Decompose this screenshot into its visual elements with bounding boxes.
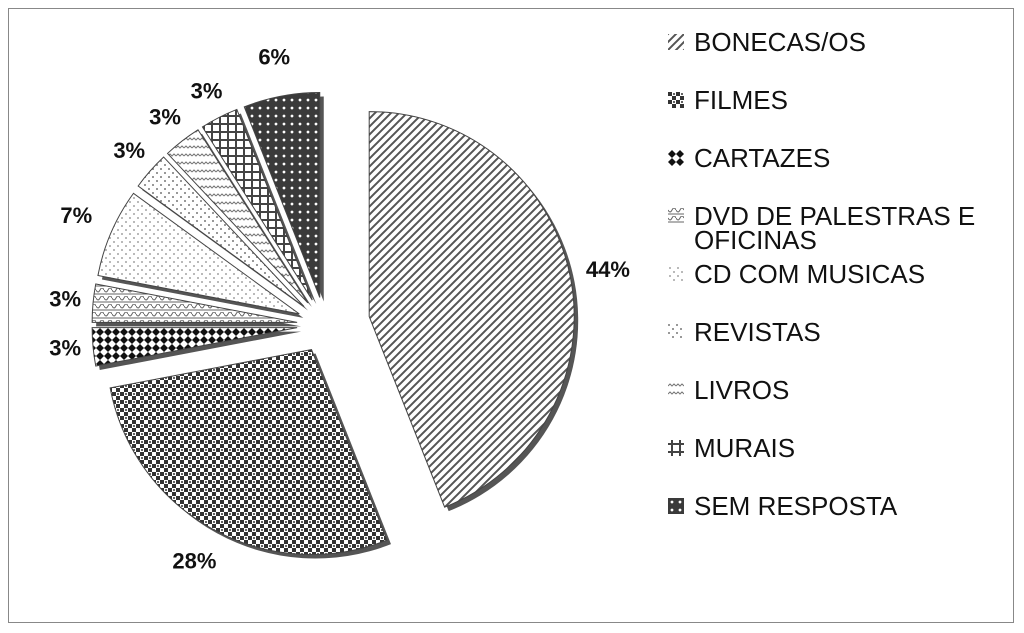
legend-swatch: [668, 208, 684, 224]
slice: [201, 108, 313, 301]
data-label: 3%: [149, 105, 181, 130]
legend-item: SEM RESPOSTA: [668, 491, 998, 552]
legend-swatch: [668, 382, 684, 398]
slice: [97, 192, 300, 315]
legend-label: REVISTAS: [694, 317, 821, 347]
legend-swatch: [668, 440, 684, 456]
legend-swatch: [668, 324, 684, 340]
legend-label: BONECAS/OS: [694, 27, 866, 57]
data-label: 3%: [191, 78, 223, 103]
legend-item: MURAIS: [668, 433, 998, 494]
legend-label: CD COM MUSICAS: [694, 259, 926, 289]
legend-item: DVD DE PALESTRAS E OFICINAS: [668, 201, 998, 262]
legend-item: CD COM MUSICAS: [668, 259, 998, 320]
legend-swatch: [668, 34, 684, 50]
slice: [243, 91, 321, 298]
legend-swatch: [668, 498, 684, 514]
data-label: 3%: [49, 286, 81, 311]
slice: [91, 327, 298, 367]
legend-item: REVISTAS: [668, 317, 998, 378]
legend-item: CARTAZES: [668, 143, 998, 204]
chart-border: [8, 8, 1014, 623]
legend: BONECAS/OS FILMES CARTAZES DVD DE PALESTRAS…: [668, 27, 998, 552]
slice: [109, 348, 388, 555]
legend-swatch: [668, 150, 684, 166]
legend-item: FILMES: [668, 85, 998, 146]
slice: [91, 283, 298, 323]
data-label: 6%: [258, 45, 290, 70]
data-label: 3%: [113, 138, 145, 163]
legend-label: SEM RESPOSTA: [694, 491, 898, 521]
legend-item: LIVROS: [668, 375, 998, 436]
legend-label: DVD DE PALESTRAS E OFICINAS: [694, 201, 976, 255]
legend-swatch: [668, 266, 684, 282]
legend-label: FILMES: [694, 85, 788, 115]
slice: [137, 156, 305, 307]
data-label: 28%: [172, 548, 216, 573]
slice: [368, 111, 575, 508]
slice: [166, 129, 309, 304]
legend-label: MURAIS: [694, 433, 796, 463]
legend-swatch: [668, 92, 684, 108]
data-label: 44%: [586, 257, 630, 282]
pie-area: 44%28%3%3%7%3%3%3%6%: [49, 45, 630, 574]
data-label: 7%: [60, 203, 92, 228]
legend-item: BONECAS/OS: [668, 27, 998, 88]
legend-label: LIVROS: [694, 375, 790, 405]
legend-label: CARTAZES: [694, 143, 831, 173]
data-label: 3%: [49, 335, 81, 360]
